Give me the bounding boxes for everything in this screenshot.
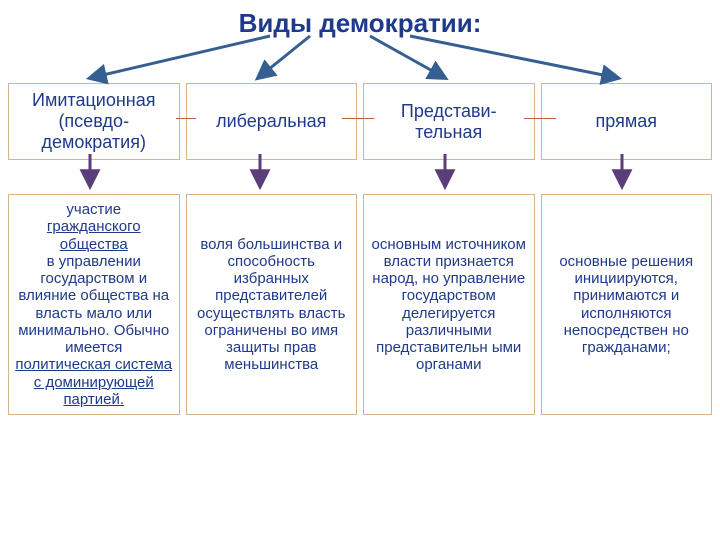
descriptions-row: участие гражданского общества в управлен… [0, 194, 720, 415]
type-box-1: либеральная [186, 83, 358, 160]
type-box-0: Имитационная (псевдо-демократия) [8, 83, 180, 160]
desc-box-1: воля большинства и способность избранных… [186, 194, 358, 415]
types-row: Имитационная (псевдо-демократия) либерал… [0, 83, 720, 160]
connector-2 [342, 118, 374, 119]
type-box-2: Представи-тельная [363, 83, 535, 160]
desc-box-3: основные решения инициируются, принимают… [541, 194, 713, 415]
desc-box-2: основным источником власти признается на… [363, 194, 535, 415]
connector-1 [176, 118, 196, 119]
type-box-3: прямая [541, 83, 713, 160]
page-title: Виды демократии: [0, 0, 720, 43]
connector-3 [524, 118, 556, 119]
desc-box-0: участие гражданского общества в управлен… [8, 194, 180, 415]
